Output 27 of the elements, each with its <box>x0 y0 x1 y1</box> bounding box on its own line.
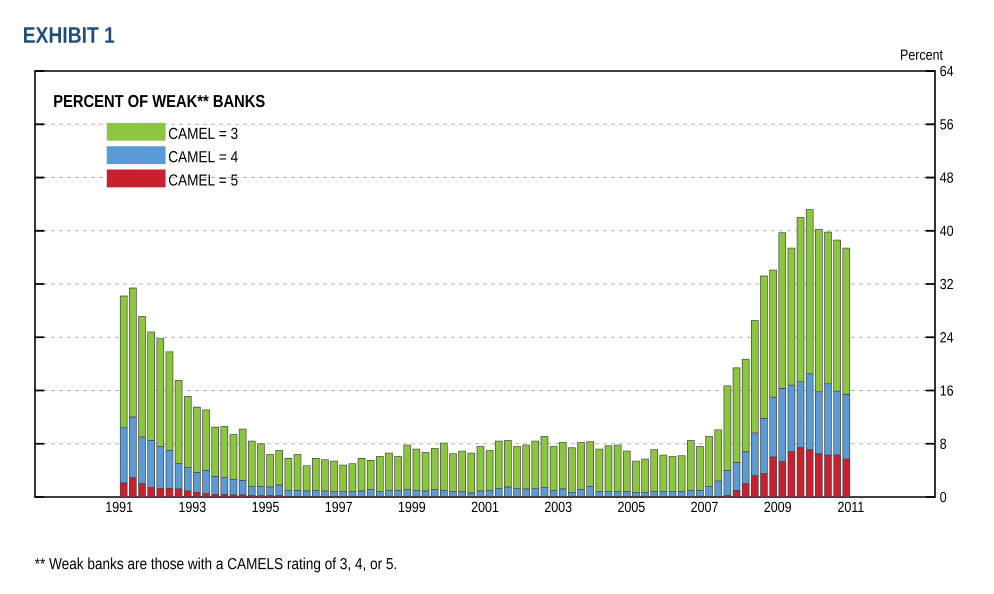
legend-label: CAMEL = 4 <box>168 151 238 162</box>
x-tick-label: 1999 <box>398 502 426 512</box>
text: ** Weak banks are those with a CAMELS rating of 3, 4, or 5. <box>34 558 396 572</box>
x-tick-label: 2011 <box>838 502 864 512</box>
y-tick-label: 56 <box>940 119 954 130</box>
x-tick-label: 2001 <box>472 502 498 512</box>
legend-label: CAMEL = 3 <box>168 128 238 140</box>
x-tick-label: 1993 <box>179 502 206 512</box>
x-tick-label: 2005 <box>618 502 645 512</box>
legend-title: PERCENT OF WEAK** BANKS <box>54 94 265 108</box>
x-tick-label: 1991 <box>106 502 132 512</box>
y-tick-label: 16 <box>940 385 954 396</box>
x-tick-label: 2007 <box>691 502 718 512</box>
y-tick-label: 0 <box>940 492 946 502</box>
y-axis-title: Percent <box>901 50 943 60</box>
y-tick-label: 48 <box>940 172 954 183</box>
x-tick-label: 2009 <box>764 502 791 512</box>
chart-title: EXHIBIT 1 <box>24 27 114 43</box>
y-tick-label: 24 <box>940 332 954 342</box>
legend-label: CAMEL = 5 <box>168 174 238 186</box>
x-tick-label: 1997 <box>326 502 352 512</box>
y-tick-label: 64 <box>940 66 954 76</box>
x-tick-label: 2003 <box>544 502 572 512</box>
y-tick-label: 40 <box>940 226 954 236</box>
x-tick-label: 1995 <box>252 502 279 512</box>
y-tick-label: 32 <box>940 278 953 290</box>
y-tick-label: 8 <box>940 438 946 449</box>
